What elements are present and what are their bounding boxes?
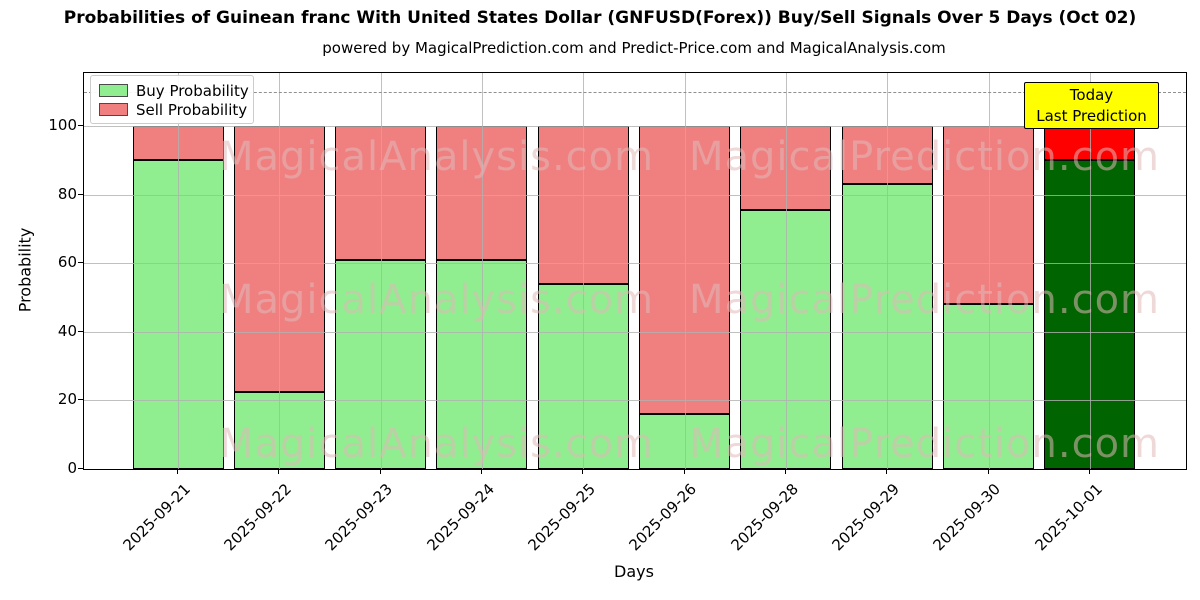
x-tick-label: 2025-09-23 <box>322 480 397 555</box>
sell-swatch <box>99 103 128 116</box>
x-tick-mark <box>480 469 482 474</box>
x-tick-label: 2025-09-30 <box>929 480 1005 555</box>
watermark-text: MagicalPrediction.com <box>689 134 1160 180</box>
legend-item-buy: Buy Probability <box>99 81 249 100</box>
y-tick-label: 0 <box>67 459 77 477</box>
gridline-vertical <box>988 73 990 469</box>
today-annotation: Today Last Prediction <box>1024 82 1159 129</box>
chart-title: Probabilities of Guinean franc With Unit… <box>63 8 1137 28</box>
watermark-text: MagicalAnalysis.com <box>219 277 655 323</box>
watermark-text: MagicalAnalysis.com <box>219 134 655 180</box>
x-tick-label: 2025-10-01 <box>1031 480 1106 555</box>
y-tick-mark <box>78 468 83 469</box>
x-tick-label: 2025-09-29 <box>828 480 904 555</box>
y-tick-mark <box>78 125 83 127</box>
x-tick-mark <box>683 469 685 474</box>
legend: Buy Probability Sell Probability <box>90 75 254 124</box>
x-tick-label: 2025-09-25 <box>524 480 600 555</box>
x-tick-mark <box>582 469 584 474</box>
annotation-line-2: Last Prediction <box>1036 106 1147 125</box>
buy-swatch <box>99 84 128 97</box>
gridline-vertical <box>1089 73 1091 469</box>
annotation-line-1: Today <box>1069 85 1114 104</box>
gridline-vertical <box>887 73 889 469</box>
plot-area: MagicalAnalysis.com MagicalPrediction.com… <box>83 72 1187 470</box>
gridline-vertical <box>380 73 382 469</box>
gridline-vertical <box>684 73 686 469</box>
gridline-vertical <box>481 73 483 469</box>
x-tick-label: 2025-09-22 <box>220 480 296 555</box>
gridline-vertical <box>583 73 585 469</box>
x-tick-mark <box>1088 469 1090 474</box>
chart-subtitle: powered by MagicalPrediction.com and Pre… <box>322 39 946 57</box>
y-tick-label: 100 <box>48 116 77 135</box>
y-tick-label: 80 <box>57 184 77 203</box>
x-tick-mark <box>784 469 786 474</box>
gridline-horizontal <box>84 400 1186 402</box>
watermark-text: MagicalAnalysis.com <box>219 421 655 467</box>
gridline-vertical <box>279 73 281 469</box>
x-tick-mark <box>987 469 989 474</box>
gridline-horizontal <box>84 263 1186 265</box>
y-tick-mark <box>78 330 83 332</box>
legend-label-sell: Sell Probability <box>136 100 248 119</box>
x-tick-label: 2025-09-21 <box>119 480 194 555</box>
x-tick-mark <box>379 469 381 474</box>
x-tick-mark <box>278 469 280 474</box>
watermark-text: MagicalPrediction.com <box>689 277 1160 323</box>
legend-label-buy: Buy Probability <box>136 81 249 100</box>
y-tick-mark <box>78 262 83 264</box>
y-tick-label: 20 <box>57 390 77 409</box>
gridline-horizontal <box>84 194 1186 196</box>
x-tick-label: 2025-09-28 <box>727 480 802 555</box>
x-axis-label: Days <box>614 562 654 581</box>
gridline-vertical <box>785 73 787 469</box>
gridline-horizontal <box>84 331 1186 333</box>
y-tick-label: 60 <box>57 253 77 272</box>
y-tick-mark <box>78 193 83 195</box>
x-tick-mark <box>886 469 888 474</box>
gridline-vertical <box>178 73 179 469</box>
gridline-horizontal <box>84 126 1186 128</box>
x-tick-label: 2025-09-26 <box>626 480 701 555</box>
y-tick-mark <box>78 399 83 401</box>
legend-item-sell: Sell Probability <box>99 100 248 119</box>
watermark-text: MagicalPrediction.com <box>689 421 1160 467</box>
y-tick-label: 40 <box>57 321 77 340</box>
x-tick-label: 2025-09-24 <box>423 480 498 555</box>
threshold-dashed-line <box>84 91 1186 93</box>
x-tick-mark <box>177 469 178 474</box>
